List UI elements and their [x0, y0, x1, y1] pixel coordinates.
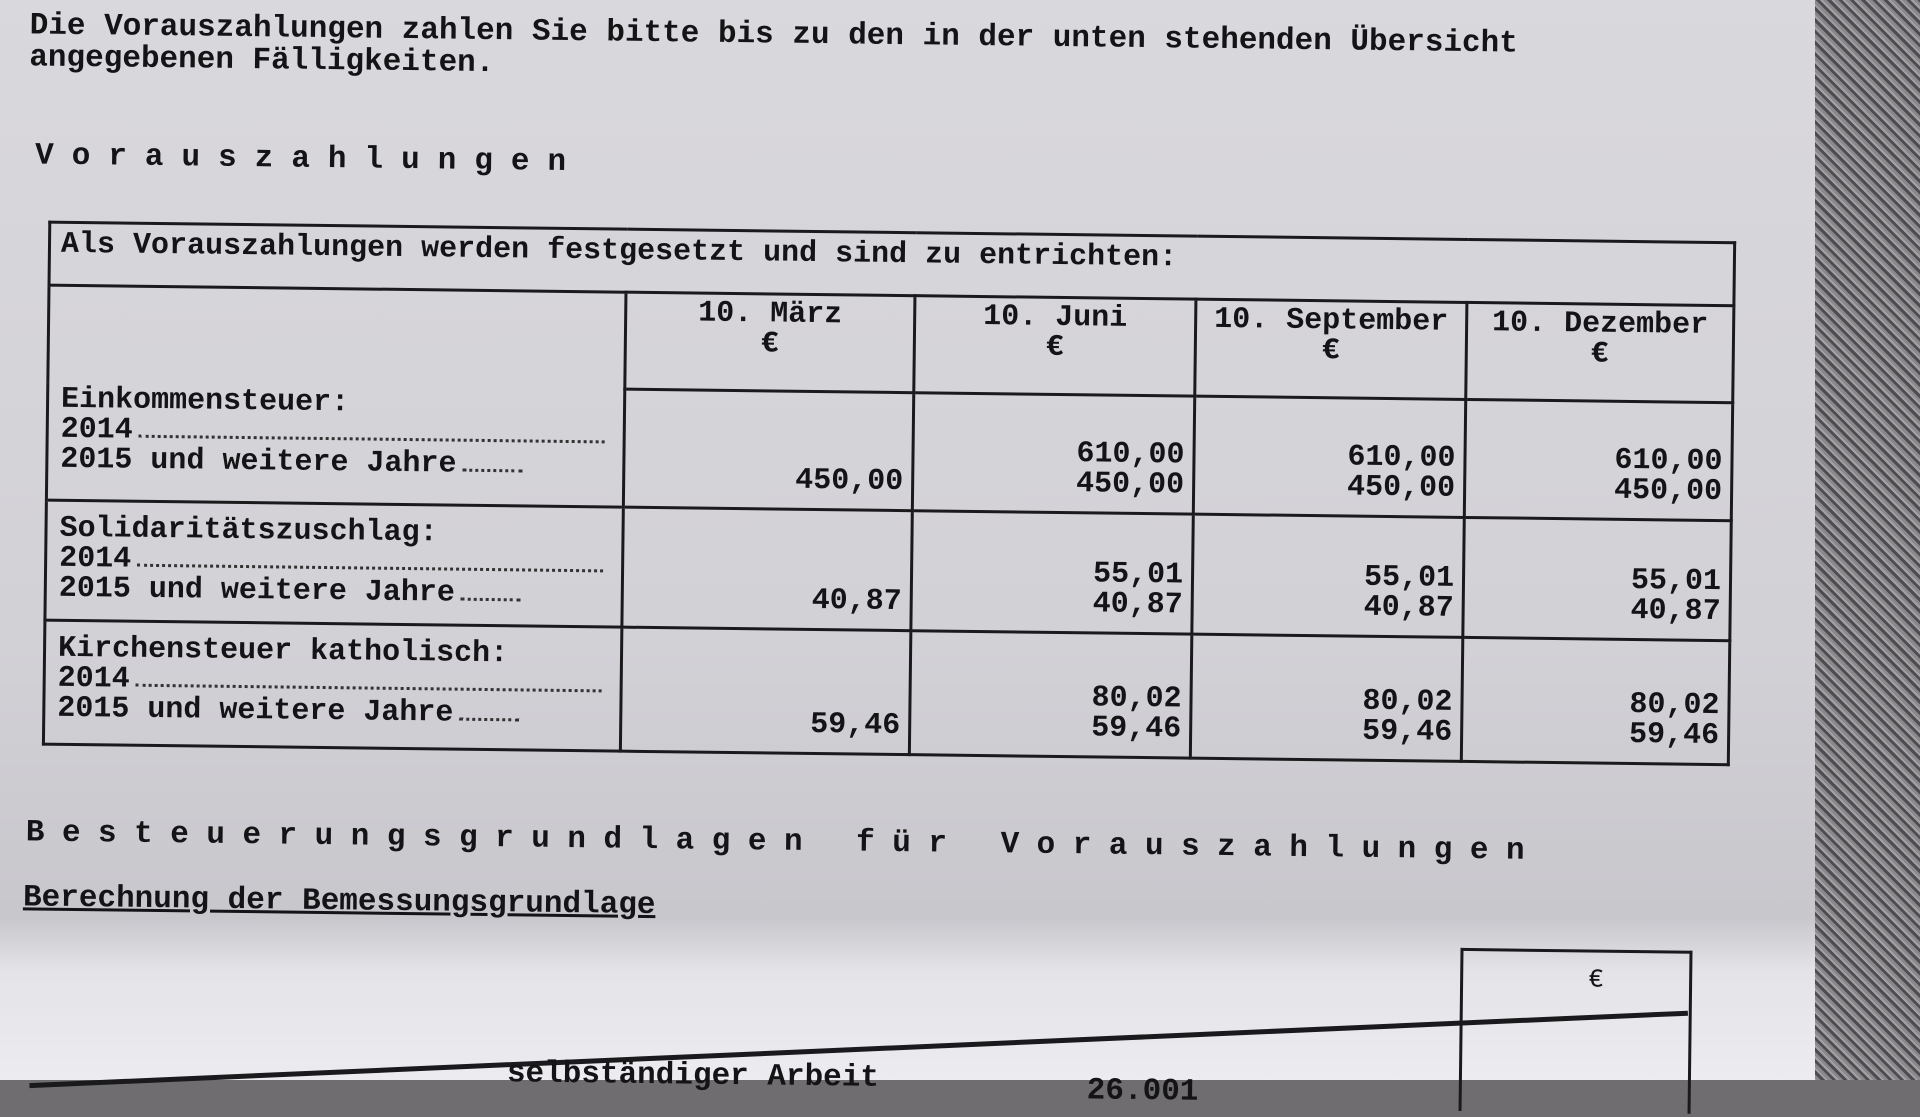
intro-line-2: angegebenen Fälligkeiten. — [29, 40, 495, 82]
year-label: 2015 und weitere Jahre — [60, 442, 457, 482]
cell: 40,87 — [621, 507, 913, 631]
paper-sheet: Die Vorauszahlungen zahlen Sie bitte bis… — [0, 0, 1815, 1114]
section-heading-vorauszahlungen: Vorauszahlungen — [34, 138, 585, 181]
cell: 610,00 450,00 — [1464, 399, 1733, 521]
cell: 55,01 40,87 — [1462, 517, 1732, 641]
cell: 610,00 450,00 — [912, 392, 1195, 515]
year-label: 2014 — [60, 412, 133, 448]
euro-symbol: € — [760, 327, 780, 362]
table-row-kirchensteuer: Kirchensteuer katholisch: 2014 2015 und … — [43, 620, 1730, 765]
cell: 610,00 450,00 — [1193, 396, 1466, 518]
cell: 80,02 59,46 — [909, 630, 1192, 759]
cell: 59,46 — [620, 627, 911, 755]
partial-row-label: selbständiger Arbeit — [506, 1056, 880, 1096]
row-label: Kirchensteuer katholisch: 2014 2015 und … — [43, 620, 622, 752]
column-header-dezember: 10. Dezember € — [1465, 302, 1734, 403]
row-label: Solidaritätszuschlag: 2014 2015 und weit… — [44, 500, 624, 628]
euro-symbol: € — [1590, 337, 1609, 372]
column-header-maerz: 10. März € — [624, 292, 915, 393]
document: Die Vorauszahlungen zahlen Sie bitte bis… — [22, 8, 1736, 1114]
cell: 80,02 59,46 — [1461, 637, 1730, 765]
subheading-bemessungsgrundlage: Berechnung der Bemessungsgrundlage — [22, 880, 656, 924]
section-heading-besteuerungsgrundlagen: Besteuerungsgrundlagen für Vorauszahlung… — [25, 815, 1543, 869]
euro-symbol: € — [1321, 334, 1341, 369]
cell: 55,01 40,87 — [910, 510, 1194, 635]
partial-row-value: 26.001 — [1086, 1073, 1199, 1110]
euro-symbol: € — [1045, 330, 1065, 366]
column-header-juni: 10. Juni € — [913, 295, 1196, 397]
table-row-solidaritaetszuschlag: Solidaritätszuschlag: 2014 2015 und weit… — [44, 500, 1732, 641]
prepayment-table: Als Vorauszahlungen werden festgesetzt u… — [42, 221, 1736, 767]
cell: 80,02 59,46 — [1190, 634, 1463, 762]
cell: 55,01 40,87 — [1191, 514, 1465, 638]
amount-column-box: € — [1458, 947, 1693, 1114]
cell: 450,00 — [623, 389, 914, 511]
row-label-einkommensteuer: Einkommensteuer: 2014 2015 und weitere J… — [46, 285, 626, 508]
euro-symbol: € — [1588, 964, 1605, 995]
column-header-september: 10. September € — [1194, 299, 1467, 400]
